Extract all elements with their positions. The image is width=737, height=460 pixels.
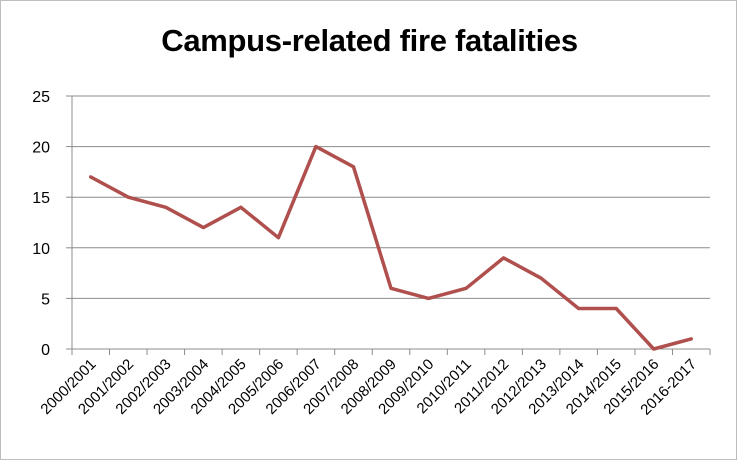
data-point (689, 337, 693, 341)
y-tick-label-0: 0 (41, 342, 50, 359)
data-point (314, 145, 318, 149)
data-point (577, 306, 581, 311)
y-tick-labels: 0 5 10 15 20 25 (32, 89, 50, 359)
data-point (239, 205, 243, 209)
y-tick-label-10: 10 (32, 241, 50, 258)
y-tick-label-15: 15 (32, 190, 50, 207)
x-tick-labels: 2000/20012001/20022002/20032003/20042004… (37, 356, 700, 419)
data-point (164, 205, 168, 209)
data-point (276, 236, 281, 240)
data-point (351, 165, 356, 169)
chart-title: Campus-related fire fatalities (161, 23, 578, 58)
data-point (652, 347, 656, 351)
data-point (426, 296, 431, 300)
axes (66, 95, 711, 355)
y-tick-label-20: 20 (32, 140, 50, 157)
y-tick-label-25: 25 (32, 89, 50, 106)
data-point (614, 306, 618, 311)
data-point (126, 195, 130, 199)
data-point (201, 225, 205, 230)
gridlines (72, 95, 710, 299)
data-point (389, 286, 393, 290)
data-point (539, 276, 543, 280)
y-tick-label-5: 5 (41, 291, 50, 308)
data-point (501, 256, 506, 260)
series (89, 144, 693, 351)
data-point (89, 175, 93, 179)
data-point (464, 286, 468, 290)
